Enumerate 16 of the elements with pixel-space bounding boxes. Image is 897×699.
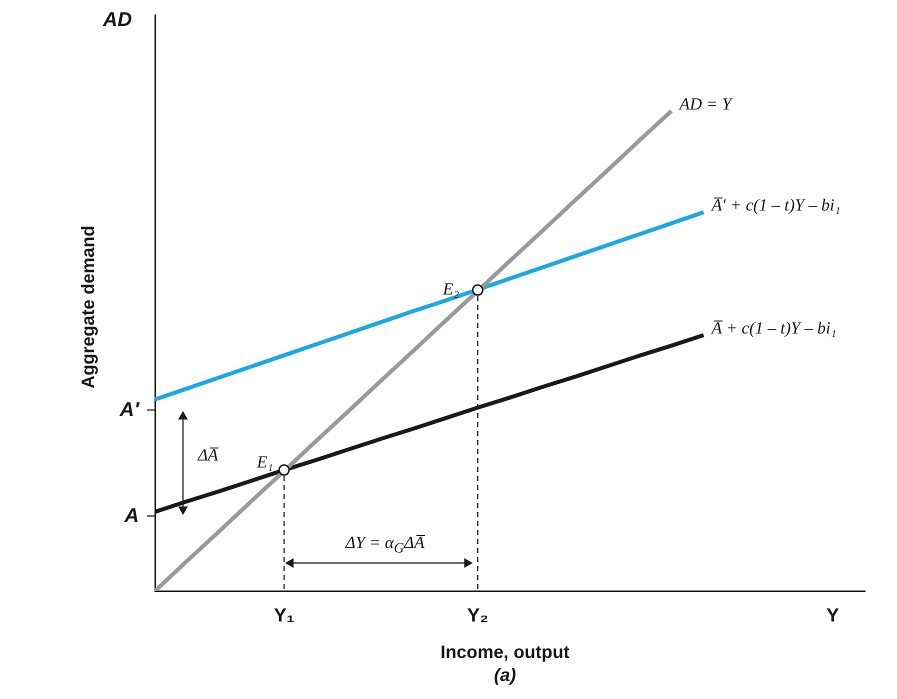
text: AD [103,9,132,31]
text: A′ [118,399,139,421]
series-label: AD = Y [678,94,733,114]
x-tick-label: Y₂ [467,606,488,627]
annotation: ΔA̅ [198,446,218,464]
series-label: A̅ + c(1 – t)Y – bi₁ [710,318,836,338]
annotation: E₁ [256,452,274,472]
series-label: A̅′ + c(1 – t)Y – bi₁ [710,196,840,215]
annotation: E₂ [442,280,460,298]
text: (a) [493,665,517,685]
x-tick-label: Y₁ [274,606,294,627]
x-axis-title: Income, output [440,642,570,662]
y-axis-title: Aggregate demand [78,224,98,391]
annotation: ΔY = α$_{G}$ΔA̅ [346,533,424,557]
text: A [123,505,139,527]
x-tick-label: Y [826,606,840,627]
